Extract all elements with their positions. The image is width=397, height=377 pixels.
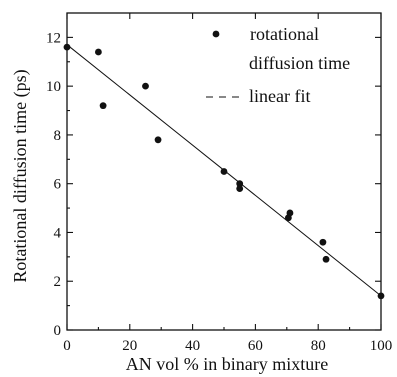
y-tick-label: 2 bbox=[54, 274, 62, 290]
data-point bbox=[95, 48, 102, 56]
legend: rotational diffusion time linear fit bbox=[206, 24, 350, 106]
x-tick-label: 100 bbox=[370, 338, 393, 354]
data-point bbox=[99, 102, 107, 110]
y-tick-label: 0 bbox=[54, 323, 62, 339]
legend-label-fit: linear fit bbox=[249, 86, 310, 106]
x-axis-title: AN vol % in binary mixture bbox=[126, 354, 328, 374]
data-points bbox=[63, 43, 385, 300]
y-tick-label: 12 bbox=[46, 30, 61, 46]
x-tick-label: 0 bbox=[63, 338, 71, 354]
y-tick-label: 10 bbox=[46, 79, 61, 95]
data-point bbox=[63, 43, 71, 51]
legend-label-points-line1: rotational bbox=[250, 24, 319, 44]
data-point bbox=[377, 292, 385, 300]
legend-label-points-line2: diffusion time bbox=[249, 53, 350, 73]
data-point bbox=[236, 180, 244, 188]
x-axis-ticks: 0 20 40 60 80 100 bbox=[63, 13, 392, 354]
data-point bbox=[286, 209, 294, 217]
x-tick-label: 20 bbox=[122, 338, 137, 354]
legend-marker-points bbox=[212, 30, 220, 38]
y-tick-label: 4 bbox=[54, 225, 62, 241]
data-point bbox=[322, 255, 330, 263]
x-tick-label: 40 bbox=[185, 338, 200, 354]
data-point bbox=[220, 168, 228, 175]
x-tick-label: 60 bbox=[248, 338, 263, 354]
data-point bbox=[154, 136, 162, 144]
data-point bbox=[142, 82, 149, 90]
x-tick-label: 80 bbox=[311, 338, 326, 354]
y-tick-label: 6 bbox=[54, 177, 62, 193]
data-point bbox=[319, 238, 327, 246]
data-point bbox=[236, 185, 244, 192]
y-axis-ticks: 0 2 4 6 8 10 12 bbox=[46, 30, 381, 339]
y-axis-title: Rotational diffusion time (ps) bbox=[10, 69, 31, 282]
y-tick-label: 8 bbox=[54, 128, 62, 144]
